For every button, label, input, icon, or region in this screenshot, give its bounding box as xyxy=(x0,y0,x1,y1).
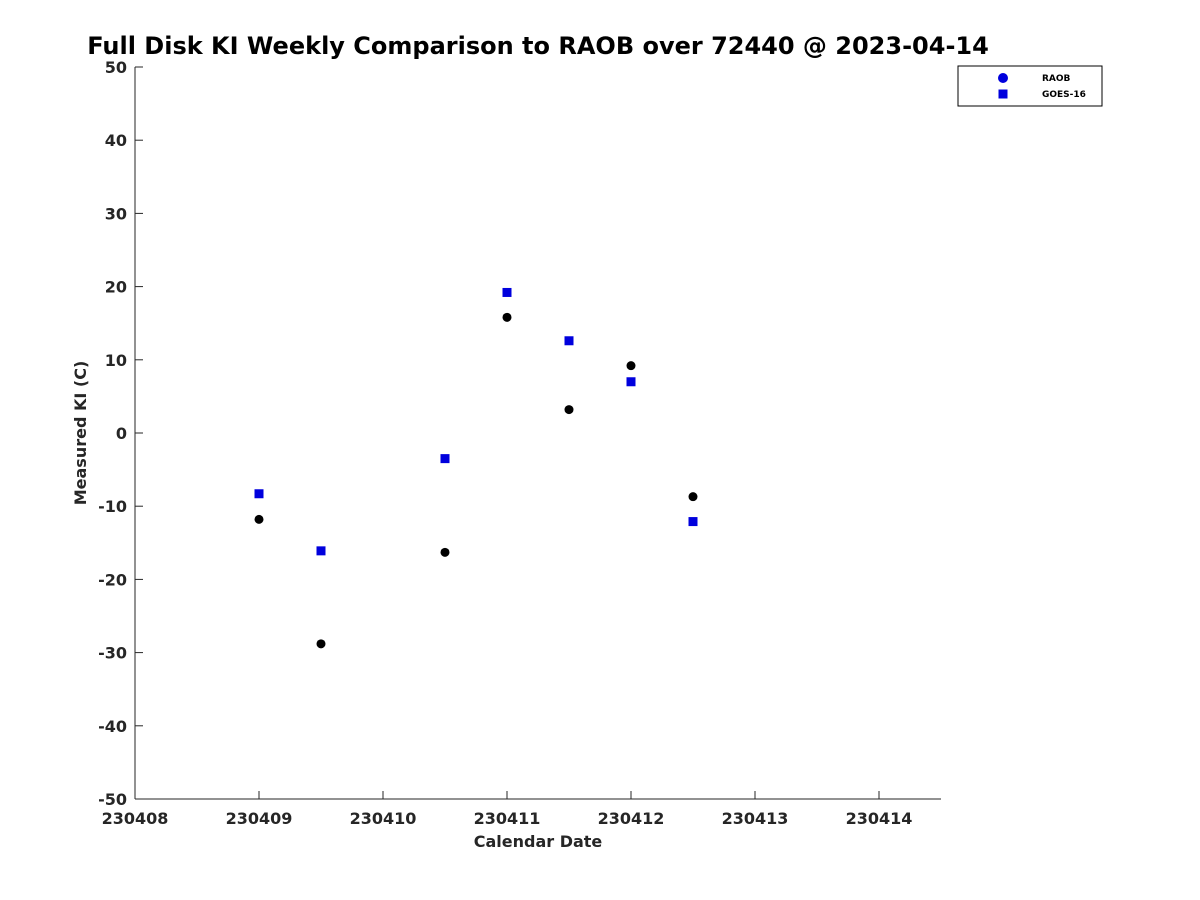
point-raob xyxy=(316,639,326,649)
point-goes16 xyxy=(440,454,450,464)
x-tick-label: 230408 xyxy=(102,809,169,828)
point-raob xyxy=(254,514,264,524)
point-goes16 xyxy=(688,517,698,527)
x-tick-label: 230410 xyxy=(350,809,417,828)
point-goes16 xyxy=(316,546,326,556)
legend-raob-marker xyxy=(998,73,1008,83)
legend-goes16-label: GOES-16 xyxy=(1042,90,1086,100)
series-raob xyxy=(254,312,698,649)
data-series xyxy=(254,287,698,649)
x-tick-label: 230409 xyxy=(226,809,293,828)
point-raob xyxy=(440,547,450,557)
legend: RAOB GOES-16 xyxy=(957,65,1103,107)
point-raob xyxy=(502,312,512,322)
y-tick-label: -50 xyxy=(98,790,127,809)
y-tick-label: 10 xyxy=(105,351,127,370)
y-tick-label: -20 xyxy=(98,570,127,589)
y-tick-label: 50 xyxy=(105,58,127,77)
point-raob xyxy=(626,361,636,371)
point-goes16 xyxy=(626,377,636,387)
y-axis-ticks: -50 -40 -30 -20 -10 0 10 20 30 40 50 xyxy=(98,58,143,809)
point-goes16 xyxy=(254,489,264,499)
x-axis-label: Calendar Date xyxy=(474,832,603,851)
y-tick-label: 40 xyxy=(105,131,127,150)
x-tick-label: 230413 xyxy=(722,809,789,828)
y-tick-label: -30 xyxy=(98,644,127,663)
point-raob xyxy=(688,492,698,502)
chart-title: Full Disk KI Weekly Comparison to RAOB o… xyxy=(87,32,989,60)
y-axis-label: Measured KI (C) xyxy=(71,361,90,506)
y-tick-label: -40 xyxy=(98,717,127,736)
x-axis-ticks: 230408 230409 230410 230411 230412 230413 2304… xyxy=(102,791,913,828)
y-tick-label: -10 xyxy=(98,497,127,516)
x-tick-label: 230411 xyxy=(474,809,541,828)
legend-box xyxy=(957,65,1103,107)
legend-goes16-marker xyxy=(998,89,1008,99)
series-goes16 xyxy=(254,287,698,556)
x-tick-label: 230414 xyxy=(846,809,913,828)
x-tick-label: 230412 xyxy=(598,809,665,828)
point-goes16 xyxy=(502,287,512,297)
point-raob xyxy=(564,405,574,415)
y-tick-label: 0 xyxy=(116,424,127,443)
point-goes16 xyxy=(564,336,574,346)
y-tick-label: 30 xyxy=(105,204,127,223)
y-tick-label: 20 xyxy=(105,278,127,297)
legend-raob-label: RAOB xyxy=(1042,74,1071,84)
